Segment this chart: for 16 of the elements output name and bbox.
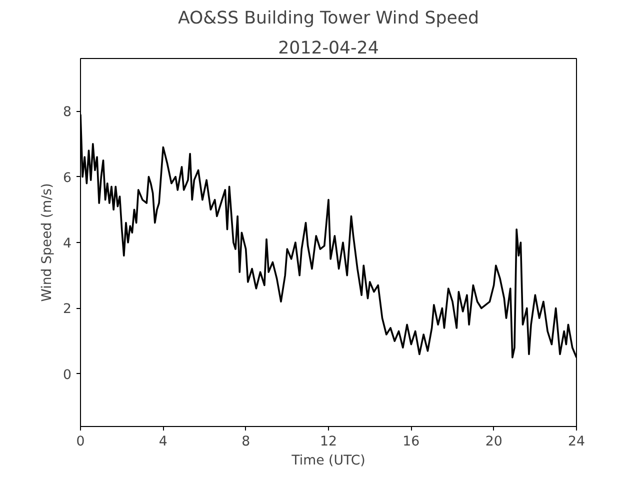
y-axis-title: Wind Speed (m/s) xyxy=(40,183,56,302)
chart-title: AO&SS Building Tower Wind Speed xyxy=(178,8,480,28)
y-tick-label: 8 xyxy=(63,105,72,120)
x-tick-label: 20 xyxy=(485,434,502,450)
x-tick-label: 4 xyxy=(158,434,168,450)
chart-subtitle: 2012-04-24 xyxy=(278,38,379,58)
x-tick-label: 24 xyxy=(568,434,585,450)
y-tick-label: 4 xyxy=(63,236,72,252)
x-tick-label: 16 xyxy=(402,434,420,450)
y-tick-label: 0 xyxy=(63,368,72,383)
y-tick-label: 6 xyxy=(63,170,72,186)
x-tick-label: 8 xyxy=(242,434,250,450)
x-axis-title: Time (UTC) xyxy=(290,454,366,468)
y-tick-label: 2 xyxy=(63,302,72,318)
x-tick-label: 0 xyxy=(76,434,85,450)
x-tick-label: 12 xyxy=(320,434,337,450)
